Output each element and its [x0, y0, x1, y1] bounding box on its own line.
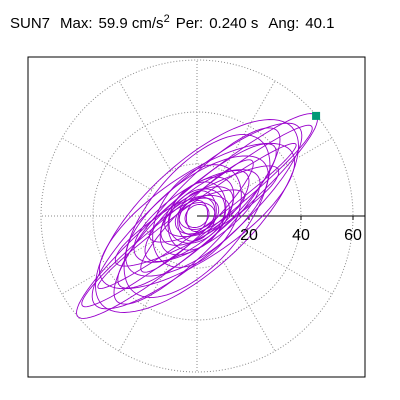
grid-spoke-330 — [241, 241, 333, 295]
orbit-loop-22 — [174, 197, 220, 235]
orbit-loop-18 — [167, 181, 227, 251]
max-unit-exponent: 2 — [163, 13, 170, 25]
grid-spoke-120 — [118, 80, 172, 172]
max-point-marker — [312, 111, 321, 120]
period-label: Per: — [175, 15, 204, 32]
station-code: SUN7 — [10, 15, 51, 32]
orbit-trace — [76, 113, 318, 319]
plot-frame — [27, 56, 366, 378]
ring-label-40: 40 — [292, 227, 310, 244]
orbit-loop-3 — [95, 119, 299, 313]
orbit-loop-9 — [114, 165, 280, 267]
orbit-loop-7 — [117, 143, 277, 289]
orbit-loop-5 — [113, 127, 281, 305]
ring-label-60: 60 — [344, 227, 362, 244]
orbit-loop-12 — [133, 169, 261, 263]
grid-spoke-150 — [61, 137, 153, 191]
orbit-loop-14 — [152, 164, 242, 268]
orbit-loop-24 — [178, 202, 216, 230]
angle-label: Ang: — [268, 15, 300, 32]
orbit-loop-25 — [185, 200, 209, 232]
orbit-loop-19 — [164, 194, 230, 238]
grid-spoke-240 — [118, 260, 172, 352]
orbit-loop-6 — [98, 142, 296, 290]
angle-value: 40.1 — [305, 15, 335, 32]
grid-spoke-210 — [61, 241, 153, 295]
plot-header: SUN7 Max: 59.9 cm/s2 Per: 0.240 s Ang: 40.1 — [10, 14, 334, 34]
period-value: 0.240 s — [209, 15, 259, 32]
orbit-loop-0 — [76, 113, 318, 319]
grid-spoke-300 — [222, 260, 276, 352]
grid-spoke-60 — [222, 80, 276, 172]
orbit-loop-26 — [184, 204, 210, 228]
orbit-loop-20 — [168, 188, 226, 244]
max-label: Max: — [60, 15, 93, 32]
ring-label-20: 20 — [240, 227, 258, 244]
ring-labels: 20 40 60 — [240, 227, 362, 244]
orbit-loop-8 — [123, 134, 271, 298]
max-marker-layer — [312, 111, 321, 120]
max-value: 59.9 cm/s — [98, 15, 164, 32]
orbit-loop-1 — [81, 124, 313, 308]
orbit-loop-2 — [91, 122, 303, 310]
grid-spoke-30 — [241, 137, 333, 191]
orbit-loop-21 — [177, 190, 217, 242]
